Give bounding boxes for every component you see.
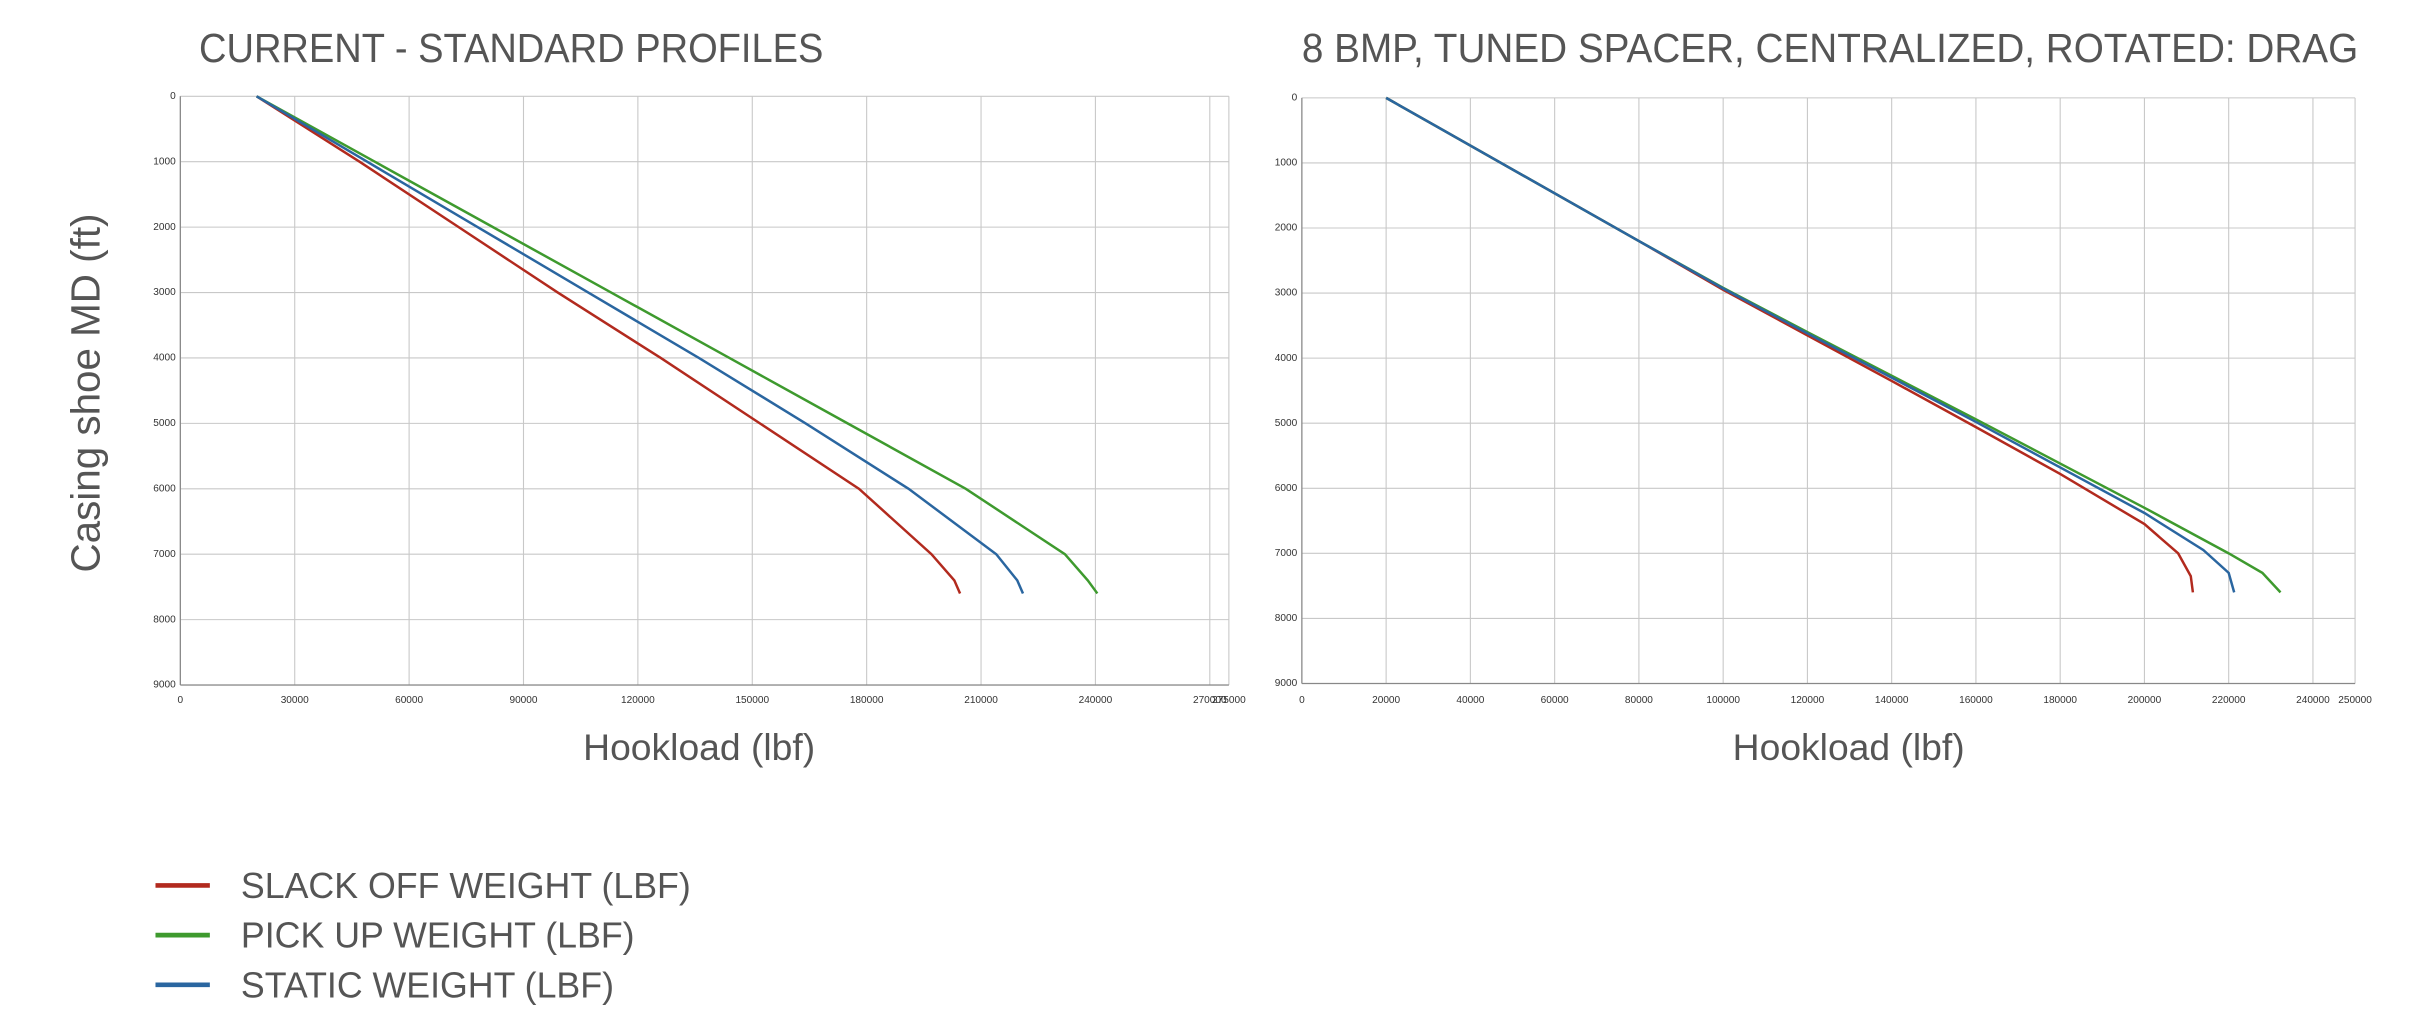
series-line	[1385, 96, 2195, 593]
y-axis-label: Casing shoe MD (ft)	[62, 214, 108, 573]
series-line	[1385, 96, 2282, 594]
series-line	[255, 95, 962, 594]
x-tick-label: 180000	[2043, 695, 2077, 706]
y-tick-label: 7000	[1275, 548, 1298, 559]
y-tick-label: 6000	[1275, 483, 1298, 494]
y-tick-label: 5000	[153, 418, 176, 429]
x-tick-label: 210000	[964, 695, 998, 706]
y-tick-label: 6000	[153, 483, 176, 494]
series-line	[1385, 96, 2236, 593]
y-tick-label: 1000	[1275, 158, 1298, 169]
chart-title: 8 BMP, TUNED SPACER, CENTRALIZED, ROTATE…	[1302, 25, 2358, 71]
x-tick-label: 240000	[1079, 695, 1113, 706]
x-tick-label: 270000	[1193, 695, 1227, 706]
x-tick-label: 60000	[1541, 695, 1569, 706]
y-tick-label: 7000	[153, 549, 176, 560]
chart-title: CURRENT - STANDARD PROFILES	[199, 25, 823, 71]
x-tick-label: 140000	[1875, 695, 1909, 706]
x-tick-label: 0	[1299, 695, 1305, 706]
x-tick-label: 0	[178, 695, 184, 706]
y-tick-label: 8000	[153, 614, 176, 625]
legend-label: SLACK OFF WEIGHT (LBF)	[241, 866, 691, 906]
x-tick-label: 90000	[509, 695, 537, 706]
y-tick-label: 0	[170, 91, 176, 102]
x-tick-label: 120000	[1791, 695, 1825, 706]
x-tick-label: 275000	[1212, 695, 1246, 706]
y-tick-label: 4000	[1275, 353, 1298, 364]
x-tick-label: 80000	[1625, 695, 1653, 706]
y-tick-label: 2000	[1275, 223, 1298, 234]
x-tick-label: 250000	[2338, 695, 2372, 706]
x-tick-label: 220000	[2212, 695, 2246, 706]
y-tick-label: 8000	[1275, 613, 1298, 624]
x-tick-label: 60000	[395, 695, 423, 706]
y-tick-label: 2000	[153, 222, 176, 233]
legend-label: PICK UP WEIGHT (LBF)	[241, 916, 635, 956]
y-tick-label: 9000	[153, 680, 176, 691]
x-tick-label: 180000	[850, 695, 884, 706]
x-axis-label: Hookload (lbf)	[1733, 726, 1965, 768]
legend-label: STATIC WEIGHT (LBF)	[241, 965, 614, 1005]
y-tick-label: 1000	[153, 156, 176, 167]
y-tick-label: 3000	[1275, 288, 1298, 299]
y-tick-label: 4000	[153, 353, 176, 364]
x-tick-label: 160000	[1959, 695, 1993, 706]
x-tick-label: 200000	[2128, 695, 2162, 706]
series-line	[255, 95, 1025, 594]
x-tick-label: 240000	[2296, 695, 2330, 706]
y-tick-label: 3000	[153, 287, 176, 298]
x-tick-label: 150000	[735, 695, 769, 706]
x-tick-label: 30000	[281, 695, 309, 706]
y-tick-label: 5000	[1275, 418, 1298, 429]
x-tick-label: 100000	[1706, 695, 1740, 706]
y-tick-label: 0	[1292, 93, 1298, 104]
legend: SLACK OFF WEIGHT (LBF) PICK UP WEIGHT (LB…	[155, 866, 691, 1005]
series-line	[255, 95, 1099, 595]
x-tick-label: 20000	[1372, 695, 1400, 706]
y-tick-label: 9000	[1275, 678, 1298, 689]
x-tick-label: 40000	[1456, 695, 1484, 706]
x-tick-label: 120000	[621, 695, 655, 706]
x-axis-label: Hookload (lbf)	[583, 726, 815, 768]
